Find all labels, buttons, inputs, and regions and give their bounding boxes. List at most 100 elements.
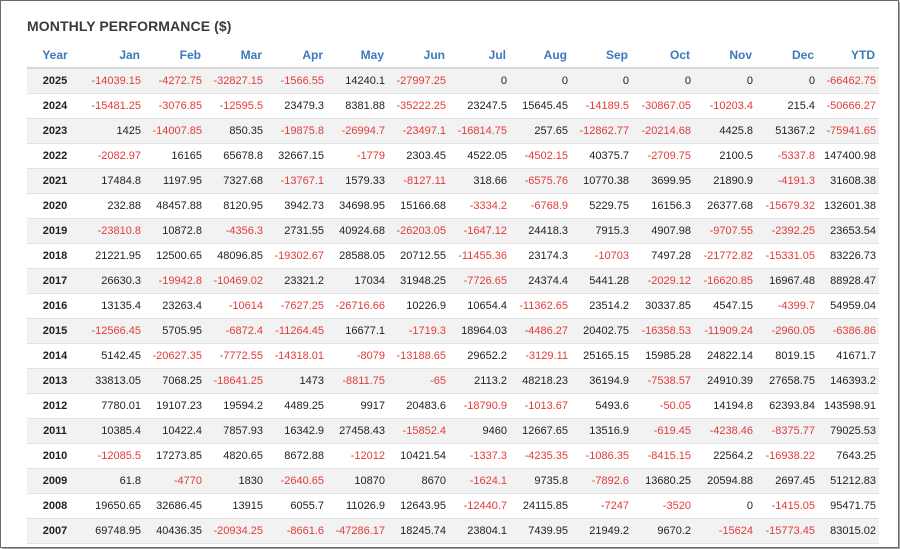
cell-jul: -16814.75 — [449, 118, 510, 144]
cell-ytd: 7643.25 — [818, 443, 879, 469]
col-header-jun[interactable]: Jun — [388, 43, 449, 69]
cell-sep: -7892.6 — [571, 468, 632, 494]
cell-aug: 24374.4 — [510, 268, 571, 294]
cell-mar: -32827.15 — [205, 68, 266, 94]
col-header-aug[interactable]: Aug — [510, 43, 571, 69]
cell-nov: -4238.46 — [694, 418, 756, 444]
col-header-apr[interactable]: Apr — [266, 43, 327, 69]
cell-jun: 8670 — [388, 468, 449, 494]
cell-oct: -3520 — [632, 493, 694, 519]
cell-sep: -12862.77 — [571, 118, 632, 144]
cell-apr: -14318.01 — [266, 343, 327, 369]
cell-ytd: -50666.27 — [818, 93, 879, 119]
cell-may: 11026.9 — [327, 493, 388, 519]
cell-nov: -15624 — [694, 518, 756, 544]
cell-feb: 1197.95 — [144, 168, 205, 194]
cell-apr: -11264.45 — [266, 318, 327, 344]
cell-mar: -10614 — [205, 293, 266, 319]
col-header-sep[interactable]: Sep — [571, 43, 632, 69]
col-header-ytd[interactable]: YTD — [818, 43, 879, 69]
cell-dec: -16938.22 — [756, 443, 818, 469]
cell-mar: -4356.3 — [205, 218, 266, 244]
cell-oct: -2709.75 — [632, 143, 694, 169]
col-header-jul[interactable]: Jul — [449, 43, 510, 69]
col-header-year[interactable]: Year — [27, 43, 83, 69]
cell-ytd: 41671.7 — [818, 343, 879, 369]
cell-jan: -12566.45 — [83, 318, 144, 344]
cell-jan: 17484.8 — [83, 168, 144, 194]
cell-feb: 5705.95 — [144, 318, 205, 344]
cell-may: 27458.43 — [327, 418, 388, 444]
cell-apr: 2731.55 — [266, 218, 327, 244]
cell-jun: 18245.74 — [388, 518, 449, 544]
col-header-mar[interactable]: Mar — [205, 43, 266, 69]
cell-aug: 24115.85 — [510, 493, 571, 519]
cell-mar: 19594.2 — [205, 393, 266, 419]
cell-jul: 4522.05 — [449, 143, 510, 169]
cell-mar: -10469.02 — [205, 268, 266, 294]
cell-jul: -1624.1 — [449, 468, 510, 494]
cell-feb: 7068.25 — [144, 368, 205, 394]
cell-dec: -15679.32 — [756, 193, 818, 219]
cell-aug: 24418.3 — [510, 218, 571, 244]
cell-apr: -2640.65 — [266, 468, 327, 494]
cell-may: -8811.75 — [327, 368, 388, 394]
row-year-cell: 2018 — [27, 243, 83, 269]
cell-feb: 10422.4 — [144, 418, 205, 444]
cell-may: 40924.68 — [327, 218, 388, 244]
col-header-may[interactable]: May — [327, 43, 388, 69]
cell-may: 8381.88 — [327, 93, 388, 119]
cell-nov: 0 — [694, 68, 756, 94]
cell-mar: 4820.65 — [205, 443, 266, 469]
cell-jan: -23810.8 — [83, 218, 144, 244]
cell-nov: 24910.39 — [694, 368, 756, 394]
cell-oct: 13680.25 — [632, 468, 694, 494]
col-header-nov[interactable]: Nov — [694, 43, 756, 69]
cell-nov: 2100.5 — [694, 143, 756, 169]
cell-may: -1779 — [327, 143, 388, 169]
cell-ytd: 23653.54 — [818, 218, 879, 244]
cell-may: -26994.7 — [327, 118, 388, 144]
cell-sep: 0 — [571, 68, 632, 94]
cell-jul: -12440.7 — [449, 493, 510, 519]
cell-ytd: 51212.83 — [818, 468, 879, 494]
col-header-oct[interactable]: Oct — [632, 43, 694, 69]
cell-sep: -7247 — [571, 493, 632, 519]
cell-apr: 4489.25 — [266, 393, 327, 419]
cell-jul: 29652.2 — [449, 343, 510, 369]
cell-aug: 257.65 — [510, 118, 571, 144]
cell-sep: 5493.6 — [571, 393, 632, 419]
cell-feb: -19942.8 — [144, 268, 205, 294]
cell-apr: -19875.8 — [266, 118, 327, 144]
col-header-feb[interactable]: Feb — [144, 43, 205, 69]
cell-aug: -3129.11 — [510, 343, 571, 369]
cell-nov: 4547.15 — [694, 293, 756, 319]
cell-jul: -18790.9 — [449, 393, 510, 419]
row-year-cell: 2009 — [27, 468, 83, 494]
col-header-dec[interactable]: Dec — [756, 43, 818, 69]
row-year-cell: 2023 — [27, 118, 83, 144]
col-header-jan[interactable]: Jan — [83, 43, 144, 69]
row-year-cell: 2012 — [27, 393, 83, 419]
cell-jan: -15481.25 — [83, 93, 144, 119]
table-row: 2012 7780.01 19107.23 19594.2 4489.25 9917 204… — [27, 393, 879, 419]
cell-feb: -20627.35 — [144, 343, 205, 369]
cell-mar: -12595.5 — [205, 93, 266, 119]
cell-jul: 23247.5 — [449, 93, 510, 119]
row-year-cell: 2011 — [27, 418, 83, 444]
table-row: 2023 1425 -14007.85 850.35 -19875.8 -26994.7-… — [27, 118, 879, 144]
cell-may: 14240.1 — [327, 68, 388, 94]
cell-feb: -4770 — [144, 468, 205, 494]
cell-jan: 33813.05 — [83, 368, 144, 394]
cell-mar: -7772.55 — [205, 343, 266, 369]
cell-oct: 15985.28 — [632, 343, 694, 369]
cell-jul: 23804.1 — [449, 518, 510, 544]
cell-jun: 10226.9 — [388, 293, 449, 319]
cell-oct: 30337.85 — [632, 293, 694, 319]
cell-may: 28588.05 — [327, 243, 388, 269]
cell-sep: 13516.9 — [571, 418, 632, 444]
cell-mar: -20934.25 — [205, 518, 266, 544]
cell-jan: 1425 — [83, 118, 144, 144]
cell-mar: 7857.93 — [205, 418, 266, 444]
cell-jan: 5142.45 — [83, 343, 144, 369]
